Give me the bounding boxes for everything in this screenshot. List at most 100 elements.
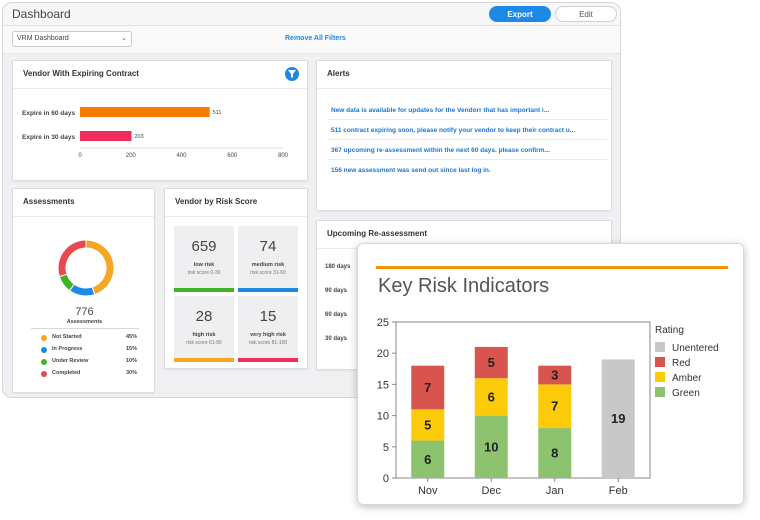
risk-count: 28: [195, 308, 213, 325]
dashboard-window: Dashboard Export Edit VRM Dashboard ⌄ Re…: [2, 2, 621, 398]
risk-box-high[interactable]: 28 high risk risk score 61-80: [174, 296, 234, 362]
bar-label: Expire in 60 days: [22, 110, 75, 117]
reassessment-row-label: 180 days: [325, 264, 351, 270]
legend-dot: [41, 359, 47, 365]
risk-range: risk score 81-100: [248, 340, 288, 346]
risk-count: 659: [191, 238, 217, 255]
filter-bar: VRM Dashboard ⌄ Remove All Filters: [3, 26, 620, 54]
stacked-bar-segment: [474, 378, 508, 416]
risk-label: low risk: [193, 262, 215, 268]
risk-count: 15: [259, 308, 277, 325]
expiring-contract-chart: Expire in 60 days 511 Expire in 30 days 203…: [22, 107, 289, 159]
legend-item: Under Review 10%: [41, 358, 137, 368]
legend-pct: 10%: [125, 358, 137, 364]
legend-dot: [41, 347, 47, 353]
alert-item[interactable]: 511 contract expiring soon, please notif…: [331, 127, 576, 134]
x-tick-label: 600: [227, 153, 238, 159]
kri-title: Key Risk Indicators: [378, 275, 550, 297]
alert-item[interactable]: 156 new assessment was send out since la…: [331, 167, 491, 174]
legend-dot: [41, 371, 47, 377]
assessments-total-label: Assessments: [66, 319, 103, 325]
legend-pct: 45%: [125, 334, 137, 340]
legend-divider: [31, 328, 139, 329]
stacked-bar-segment: [474, 415, 508, 478]
data-label: 10: [484, 439, 498, 454]
legend-title: Rating: [655, 325, 684, 336]
reassessment-title: Upcoming Re-assessment: [327, 229, 428, 238]
assessments-donut-chart: [57, 239, 115, 297]
risk-label: high risk: [192, 332, 216, 338]
bar-value-label: 511: [213, 110, 222, 116]
dashboard-select[interactable]: VRM Dashboard ⌄: [12, 31, 132, 47]
legend-label: Unentered: [672, 343, 719, 354]
x-tick-label: Feb: [609, 485, 628, 497]
x-tick-label: Nov: [418, 485, 438, 497]
reassessment-row-label: 30 days: [325, 336, 348, 342]
edit-button[interactable]: Edit: [555, 6, 617, 22]
risk-count: 74: [259, 238, 277, 255]
y-tick-label: 15: [377, 379, 389, 391]
remove-all-filters-link[interactable]: Remove All Filters: [285, 35, 346, 42]
assessments-title: Assessments: [23, 197, 75, 206]
legend-name: Not Started: [52, 334, 82, 340]
x-tick-label: 0: [78, 153, 82, 159]
y-tick-label: 5: [383, 442, 389, 454]
risk-box-medium[interactable]: 74 medium risk risk score 31-60: [238, 226, 298, 292]
expiring-contract-card: Vendor With Expiring Contract Expire in …: [12, 60, 308, 181]
risk-range: risk score 61-80: [186, 340, 222, 346]
data-label: 8: [551, 446, 558, 461]
alert-divider: [327, 139, 607, 140]
key-risk-indicators-card: Key Risk Indicators 0 5 10 15 20 25 6 5 7 Nov 10 6 5…: [357, 243, 744, 505]
risk-range: risk score 31-60: [250, 270, 286, 276]
chevron-down-icon: ⌄: [121, 35, 127, 42]
page-title: Dashboard: [12, 7, 71, 21]
assessments-total: 776: [75, 306, 94, 318]
alert-item[interactable]: 367 upcoming re-assessment within the ne…: [331, 147, 550, 154]
legend-pct: 30%: [125, 370, 137, 376]
y-tick-label: 25: [377, 317, 389, 329]
card-divider: [165, 216, 307, 217]
bar-label: Expire in 30 days: [22, 134, 75, 141]
reassessment-row-label: 60 days: [325, 312, 348, 318]
x-tick-label: 400: [176, 153, 187, 159]
donut-slice: [57, 239, 87, 278]
legend-swatch: [655, 387, 665, 397]
stacked-bar-segment: [411, 409, 445, 441]
dashboard-select-value: VRM Dashboard: [17, 35, 69, 42]
alert-item[interactable]: New data is available for updates for th…: [331, 107, 550, 114]
stacked-bar-segment: [411, 365, 445, 410]
x-tick-label: Jan: [546, 485, 564, 497]
kri-accent-bar: [376, 266, 728, 269]
stacked-bar-segment: [538, 365, 572, 385]
legend-swatch: [655, 372, 665, 382]
risk-score-title: Vendor by Risk Score: [175, 197, 258, 206]
filter-icon[interactable]: [285, 67, 299, 81]
legend-swatch: [655, 357, 665, 367]
legend-pct: 15%: [125, 346, 137, 352]
alert-divider: [327, 159, 607, 160]
y-tick-label: 10: [377, 411, 389, 423]
alerts-title: Alerts: [327, 69, 350, 78]
x-tick-label: 800: [278, 153, 289, 159]
risk-score-card: Vendor by Risk Score 659 low risk risk s…: [164, 188, 308, 369]
risk-box-low[interactable]: 659 low risk risk score 0-30: [174, 226, 234, 292]
plot-area-frame: [395, 321, 651, 479]
stacked-bar-segment: [601, 359, 635, 478]
stacked-bar-segment: [411, 440, 445, 478]
risk-box-very-high[interactable]: 15 very high risk risk score 81-100: [238, 296, 298, 362]
stacked-bar-segment: [538, 384, 572, 429]
risk-label: medium risk: [251, 262, 285, 268]
data-label: 6: [424, 452, 431, 467]
export-button[interactable]: Export: [489, 6, 551, 22]
reassessment-row-label: 90 days: [325, 288, 348, 294]
top-bar: Dashboard Export Edit: [3, 3, 620, 26]
y-tick-label: 0: [383, 473, 389, 485]
legend-dot: [41, 335, 47, 341]
legend-item: Completed 30%: [41, 370, 137, 380]
data-label: 3: [551, 368, 558, 383]
risk-color-bar: [174, 358, 234, 362]
risk-color-bar: [238, 288, 298, 292]
x-tick-label: 200: [126, 153, 137, 159]
card-divider: [317, 88, 611, 89]
legend-name: In Progress: [52, 346, 83, 352]
